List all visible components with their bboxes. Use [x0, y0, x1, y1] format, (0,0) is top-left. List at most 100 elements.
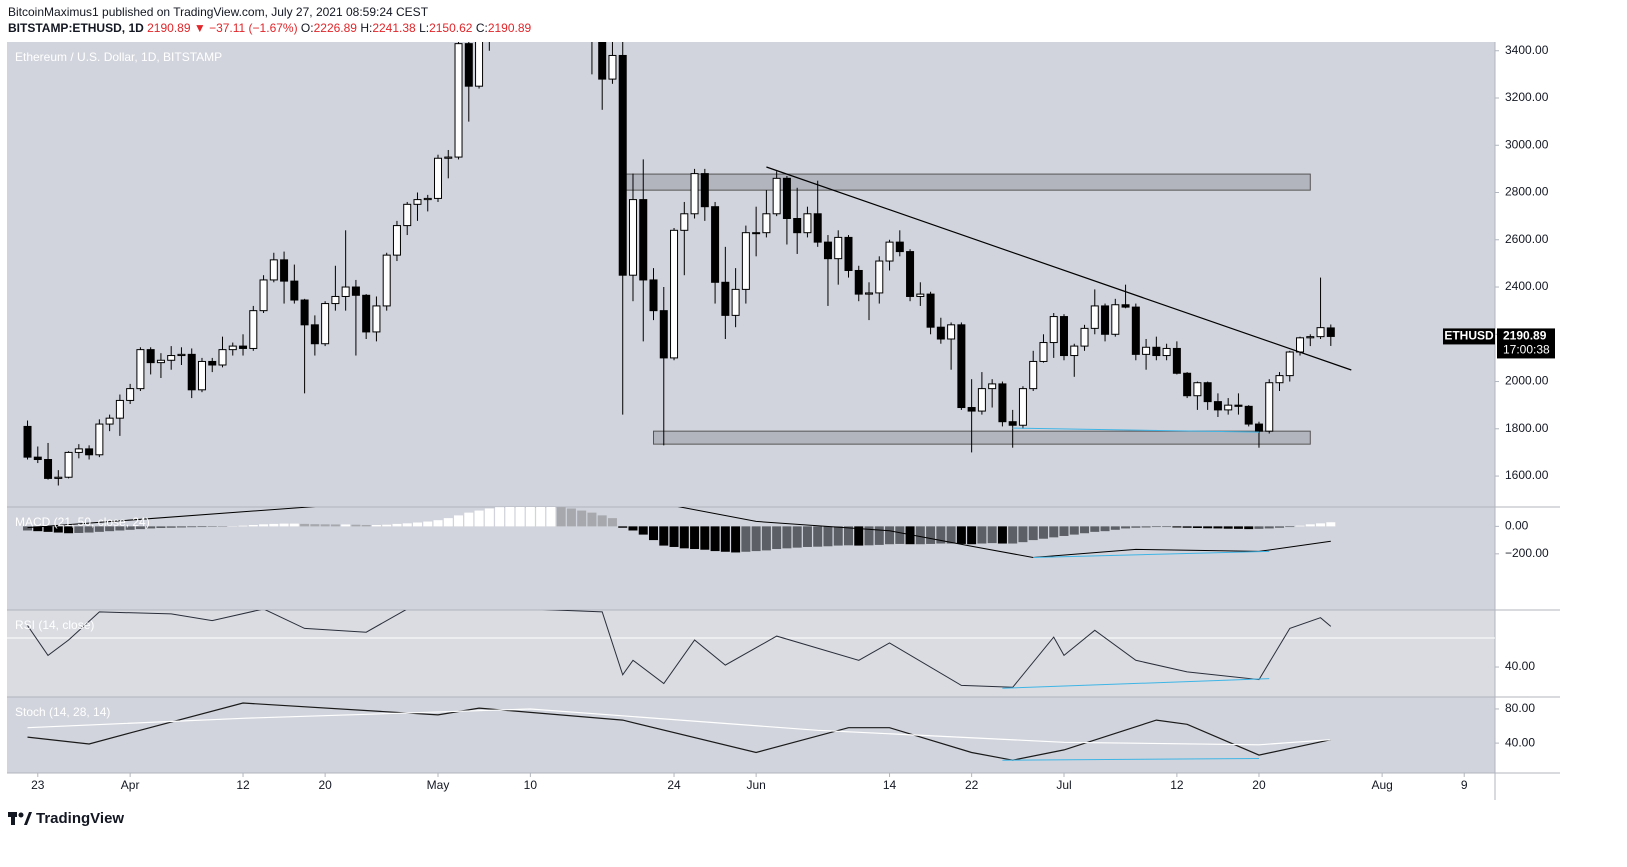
- macd-bar: [1254, 526, 1264, 529]
- candle-body: [1172, 347, 1181, 374]
- divergence-line: [1002, 758, 1260, 761]
- candle-body: [136, 349, 145, 390]
- candle-body: [1018, 388, 1027, 426]
- x-tick-label: 23: [31, 778, 45, 792]
- candle-body: [23, 425, 32, 458]
- macd-bar: [1192, 526, 1202, 529]
- macd-bar: [238, 525, 248, 527]
- candle-body: [115, 399, 124, 419]
- x-tick-label: Apr: [121, 778, 140, 792]
- candle-body: [741, 232, 750, 290]
- macd-bar: [1069, 526, 1079, 535]
- macd-bar: [659, 526, 669, 546]
- candle-body: [74, 448, 83, 453]
- panel-title: RSI (14, close): [15, 618, 94, 632]
- macd-bar: [1059, 526, 1069, 536]
- macd-bar: [443, 518, 453, 527]
- macd-bar: [1203, 526, 1213, 529]
- candle-body: [834, 236, 843, 260]
- zone: [653, 430, 1311, 445]
- y-tick-label: 2800.00: [1505, 185, 1549, 199]
- macd-bar: [382, 524, 392, 527]
- macd-bar: [402, 523, 412, 527]
- macd-bar: [1172, 526, 1182, 528]
- macd-bar: [361, 524, 371, 527]
- candle-body: [772, 177, 781, 215]
- candle-body: [341, 286, 350, 297]
- macd-bar: [279, 523, 289, 527]
- macd-bar: [854, 526, 864, 546]
- macd-bar: [607, 518, 617, 527]
- macd-bar: [197, 526, 207, 528]
- candle-body: [321, 303, 330, 345]
- macd-bar: [351, 524, 361, 527]
- x-tick-label: 22: [965, 778, 979, 792]
- candle-body: [372, 305, 381, 333]
- macd-bar: [341, 524, 351, 527]
- candle-body: [659, 310, 668, 359]
- y-tick-label: 1600.00: [1505, 468, 1549, 482]
- macd-bar: [125, 526, 135, 530]
- macd-bar: [1141, 526, 1151, 528]
- macd-bar: [833, 526, 843, 546]
- candle-body: [1183, 372, 1192, 397]
- x-tick-label: Jun: [746, 778, 765, 792]
- macd-bar: [1049, 526, 1059, 538]
- chart-title: Ethereum / U.S. Dollar, 1D, BITSTAMP: [15, 50, 222, 64]
- macd-bar: [1018, 526, 1028, 543]
- symbol-tag: ETHUSD: [1444, 329, 1494, 343]
- candle-body: [1234, 404, 1243, 407]
- macd-bar: [926, 526, 936, 544]
- macd-bar: [1121, 526, 1131, 529]
- candle-body: [1316, 327, 1325, 338]
- candle-body: [434, 157, 443, 199]
- candle-body: [885, 241, 894, 262]
- candle-body: [895, 241, 904, 253]
- candle-body: [44, 459, 53, 479]
- candle-body: [598, 42, 607, 80]
- symbol-line: BITSTAMP:ETHUSD, 1D 2190.89 ▼ −37.11 (−1…: [8, 21, 531, 35]
- macd-bar: [1008, 526, 1018, 544]
- y-tick-label: 0.00: [1505, 519, 1529, 533]
- candle-body: [1039, 342, 1048, 362]
- y-tick-label: 1800.00: [1505, 421, 1549, 435]
- unit: USD: [1518, 50, 1544, 64]
- last-price: 2190.89: [147, 21, 191, 35]
- candle-body: [1193, 382, 1202, 397]
- candle-body: [690, 173, 699, 215]
- macd-bar: [495, 507, 505, 527]
- macd-bar: [146, 526, 156, 529]
- candle-body: [1049, 316, 1058, 344]
- x-tick-label: Aug: [1371, 778, 1392, 792]
- macd-bar: [505, 507, 515, 527]
- panel-title: MACD (21, 50, close, 24): [15, 515, 150, 529]
- candle-body: [54, 476, 63, 479]
- candle-body: [1213, 401, 1222, 411]
- macd-bar: [751, 526, 761, 552]
- candle-body: [1090, 305, 1099, 329]
- macd-bar: [1100, 526, 1110, 532]
- y-tick-label: 3400.00: [1505, 43, 1549, 57]
- macd-bar: [1244, 526, 1254, 530]
- macd-bar: [577, 510, 587, 527]
- macd-bar: [967, 526, 977, 545]
- x-tick-label: 10: [524, 778, 538, 792]
- macd-bar: [649, 526, 659, 541]
- candle-body: [1296, 337, 1305, 353]
- macd-bar: [53, 526, 63, 533]
- macd-bar: [977, 526, 987, 544]
- macd-bar: [289, 523, 299, 527]
- macd-bar: [700, 526, 710, 550]
- candle-body: [197, 360, 206, 391]
- ohlc-label: H:: [360, 21, 373, 35]
- macd-bar: [874, 526, 884, 545]
- candle-body: [280, 259, 289, 282]
- macd-bar: [1182, 526, 1192, 528]
- rsi-band: [7, 610, 1495, 697]
- divergence-line: [1033, 550, 1270, 558]
- zone: [622, 173, 1311, 191]
- candle-body: [875, 260, 884, 294]
- candle-body: [916, 293, 925, 297]
- candle-body: [588, 0, 595, 8]
- candle-body: [1101, 305, 1110, 335]
